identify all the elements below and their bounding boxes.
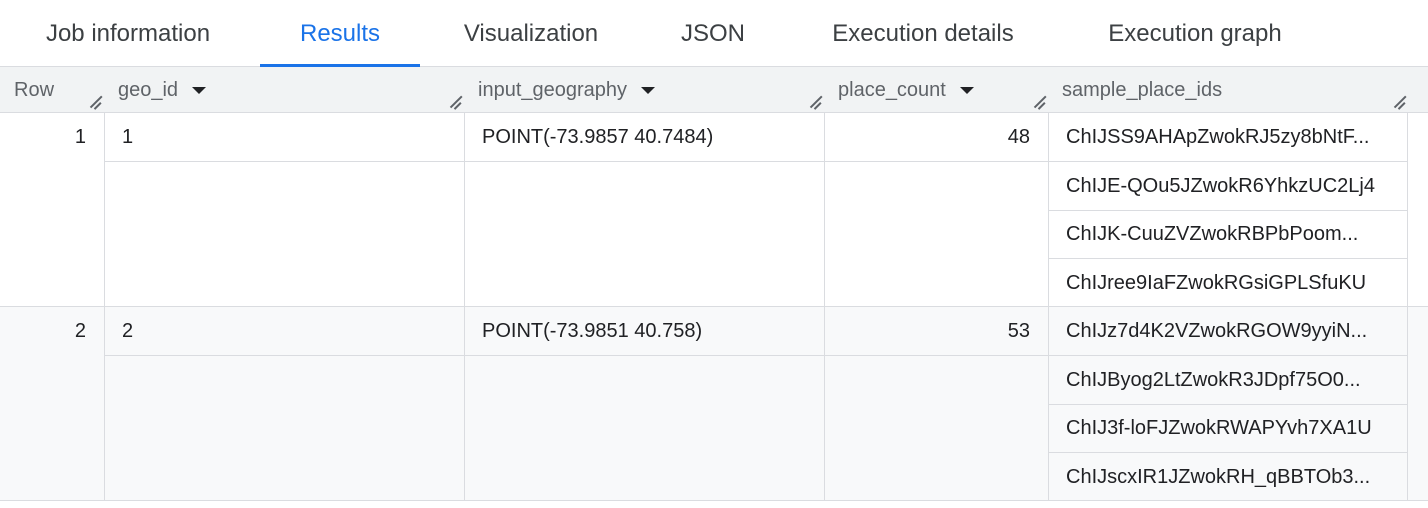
row-divider [1048,452,1408,453]
column-divider [104,113,105,307]
cell-sample-place-id[interactable]: ChIJ3f-loFJZwokRWAPYvh7XA1U [1066,417,1372,439]
tab-execution-graph[interactable]: Execution graph [1108,20,1282,47]
table-row: 1 1 POINT(-73.9857 40.7484) 48 ChIJSS9AHApZw… [0,113,1428,307]
column-label: sample_place_ids [1062,79,1223,101]
column-header-sample-place-ids[interactable]: sample_place_ids [1048,67,1408,113]
resize-handle[interactable] [448,94,462,108]
column-header-input-geography[interactable]: input_geography [464,67,824,113]
row-divider [1048,258,1408,259]
cell-sample-place-id[interactable]: ChIJK-CuuZVZwokRBPbPoom... [1066,223,1359,245]
column-divider [464,307,465,501]
row-number: 1 [74,126,86,148]
tab-visualization[interactable]: Visualization [463,20,599,47]
table-header: Row geo_id input_geography place_count s… [0,67,1428,113]
resize-handle[interactable] [808,94,822,108]
column-label: Row [14,79,55,101]
row-divider [104,161,1408,162]
column-divider [104,307,105,501]
cell-sample-place-id[interactable]: ChIJByog2LtZwokR3JDpf75O0... [1066,368,1361,391]
dropdown-arrow-icon[interactable] [959,87,974,95]
tab-results[interactable]: Results [260,0,420,67]
resize-handle[interactable] [1392,94,1406,108]
column-divider [824,113,825,307]
row-divider [1048,404,1408,405]
column-label: geo_id [118,79,179,101]
row-divider [104,355,1408,356]
column-header-geo-id[interactable]: geo_id [104,67,464,113]
dropdown-arrow-icon[interactable] [641,87,656,95]
tab-execution-details[interactable]: Execution details [832,20,1014,47]
column-divider [464,113,465,307]
tab-job-information[interactable]: Job information [45,20,211,47]
row-number: 2 [74,320,86,342]
cell-sample-place-id[interactable]: ChIJSS9AHApZwokRJ5zy8bNtF... [1066,126,1370,148]
cell-sample-place-id[interactable]: ChIJz7d4K2VZwokRGOW9yyiN... [1066,320,1368,342]
dropdown-arrow-icon[interactable] [192,87,207,95]
cell-place-count[interactable]: 48 [1007,126,1030,148]
table-row: 2 2 POINT(-73.9851 40.758) 53 ChIJz7d4K2VZwo… [0,307,1428,501]
column-label: input_geography [478,79,628,101]
column-label: place_count [838,79,946,101]
cell-input-geography[interactable]: POINT(-73.9857 40.7484) [482,126,714,148]
column-header-place-count[interactable]: place_count [824,67,1048,113]
cell-geo-id[interactable]: 2 [122,320,134,342]
cell-place-count[interactable]: 53 [1007,320,1030,342]
cell-sample-place-id[interactable]: ChIJree9IaFZwokRGsiGPLSfuKU [1066,271,1367,294]
cell-sample-place-id[interactable]: ChIJE-QOu5JZwokR6YhkzUC2Lj4 [1066,174,1375,197]
cell-sample-place-id[interactable]: ChIJscxIR1JZwokRH_qBBTOb3... [1066,465,1371,488]
tab-bar: Job information Results Visualization JS… [0,0,1428,67]
row-divider [1048,210,1408,211]
resize-handle[interactable] [88,94,102,108]
column-divider [824,307,825,501]
tab-json[interactable]: JSON [680,20,745,47]
column-header-row: Row [0,67,104,113]
resize-handle[interactable] [1032,94,1046,108]
cell-input-geography[interactable]: POINT(-73.9851 40.758) [482,320,703,342]
cell-geo-id[interactable]: 1 [122,126,134,148]
